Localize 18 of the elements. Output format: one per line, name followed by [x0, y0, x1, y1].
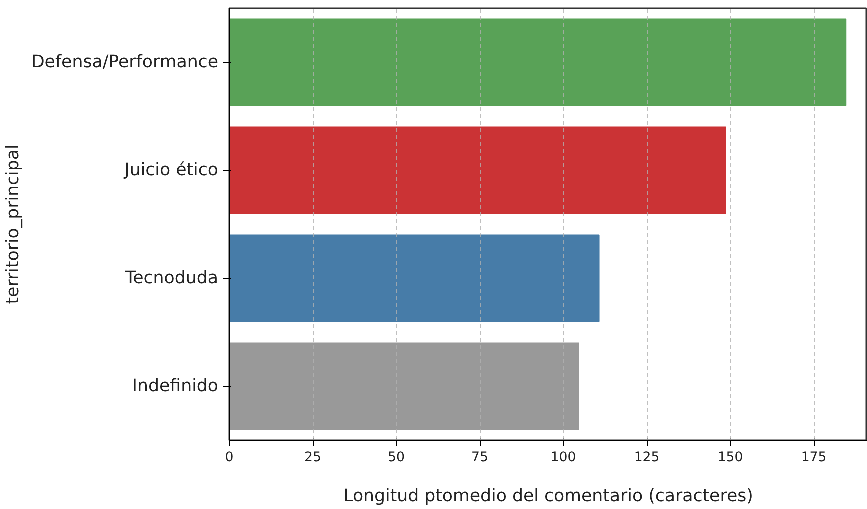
bar: [230, 234, 600, 322]
y-tick-label: Indefinido: [132, 376, 219, 396]
x-tick-label: 50: [388, 450, 406, 466]
bar: [230, 18, 847, 106]
x-tick-label: 100: [550, 450, 576, 466]
y-tick-label: Juicio ético: [124, 160, 219, 180]
x-tick-label: 150: [718, 450, 744, 466]
x-tick-label: 0: [225, 450, 234, 466]
bar: [230, 342, 580, 430]
x-tick-label: 75: [472, 450, 489, 466]
x-axis-title: Longitud ptomedio del comentario (caracteres): [344, 486, 754, 506]
x-tick-label: 125: [634, 450, 660, 466]
x-tick-label: 25: [304, 450, 322, 466]
bar: [230, 126, 726, 214]
y-tick-label: Tecnoduda: [124, 268, 219, 288]
y-axis-title: territorio_principal: [3, 144, 24, 304]
x-tick-label: 175: [801, 450, 827, 466]
y-tick-label: Defensa/Performance: [31, 52, 219, 72]
